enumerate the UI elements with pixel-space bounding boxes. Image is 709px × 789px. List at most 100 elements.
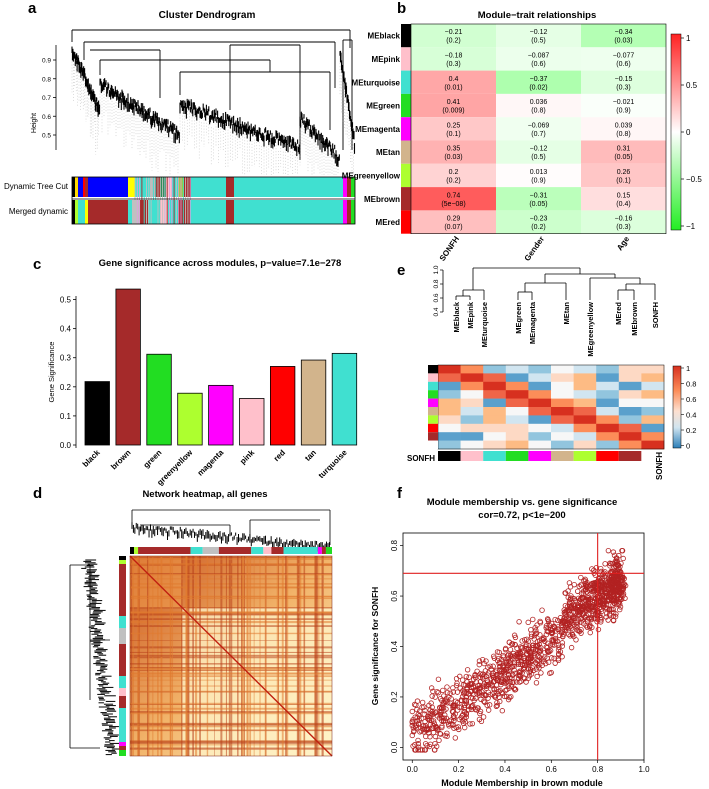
panel-label-e: e — [397, 262, 406, 279]
eigengene-dendro-y-ticks: 1.0 0.8 0.6 0.4 — [433, 265, 443, 317]
dendrogram-color-strips — [71, 176, 356, 225]
eigengene-heat-cell — [438, 415, 461, 425]
scatter-point — [552, 660, 558, 666]
scatter-point — [415, 744, 422, 750]
module-trait-cell-pvalue: (0.9) — [531, 177, 545, 184]
scatter-point — [530, 616, 536, 623]
scatter-point — [499, 708, 506, 714]
scatter-point — [480, 714, 487, 720]
scatter-point — [435, 689, 442, 696]
eigengene-heat-cell — [505, 381, 529, 391]
module-trait-row-swatch — [401, 24, 411, 48]
merged-dynamic-segment — [234, 200, 343, 224]
panel-e-eigengene: 1.0 0.8 0.6 0.4 MEblack MEpink MEturquoise MEg… — [407, 265, 696, 480]
network-heat-stripe-h — [130, 625, 332, 627]
scatter-y-tick-label: 0.0 — [390, 741, 399, 753]
scatter-point — [555, 647, 562, 653]
scatter-x-tick-label: 0.8 — [592, 765, 604, 774]
network-top-strip — [321, 547, 326, 554]
network-heat-stripe-h — [130, 722, 332, 724]
scatter-point — [412, 747, 419, 753]
eigengene-heat-cell — [618, 398, 642, 408]
eigengene-heat-cell — [573, 365, 597, 374]
scatter-point — [562, 608, 569, 615]
scatter-point — [454, 689, 461, 695]
network-heat-stripe-h — [130, 679, 332, 681]
network-heat-stripe-h — [130, 690, 332, 693]
network-left-strip — [119, 560, 126, 564]
scatter-point — [434, 713, 441, 719]
dynamic-tree-cut-segment — [234, 177, 343, 197]
scatter-point — [450, 685, 456, 691]
module-trait-row-swatch — [401, 93, 411, 118]
scatter-point — [528, 649, 535, 656]
scatter-point — [610, 606, 616, 613]
eigengene-heat-cell — [438, 365, 461, 374]
scatter-point — [512, 634, 519, 641]
module-trait-colorbar-label: 0.5 — [686, 81, 698, 90]
scatter-point — [421, 726, 427, 733]
scatter-point — [506, 668, 512, 675]
scatter-point — [468, 706, 475, 713]
panel-a-dendrogram: Cluster Dendrogram Height 0.90.80.70.60.… — [4, 10, 356, 225]
scatter-point — [476, 658, 483, 664]
eigengene-heat-cell — [438, 398, 461, 408]
eigengene-heat-cell — [573, 390, 597, 399]
scatter-point — [555, 642, 562, 648]
module-trait-cell — [581, 70, 666, 94]
network-heat-stripe-v — [286, 556, 289, 756]
scatter-point — [558, 622, 565, 628]
network-heat-frame — [129, 555, 333, 757]
eigengene-heat-cell — [573, 415, 597, 425]
scatter-point — [462, 716, 468, 722]
scatter-point — [578, 574, 584, 581]
scatter-points — [409, 547, 629, 753]
eigengene-heat-cell — [483, 432, 507, 441]
scatter-title: Module membership vs. gene significance — [427, 497, 618, 508]
eigengene-bottom-swatch — [573, 451, 597, 461]
scatter-point — [616, 590, 622, 596]
module-trait-cell-pvalue: (0.7) — [531, 131, 545, 138]
scatter-point — [556, 644, 562, 650]
scatter-point — [422, 707, 428, 714]
eigengene-heat-cell — [505, 398, 529, 408]
module-trait-colorbar — [670, 33, 682, 231]
scatter-point — [610, 549, 617, 555]
scatter-point — [537, 661, 543, 667]
scatter-point — [594, 606, 600, 613]
scatter-point — [427, 707, 433, 713]
module-trait-cell-cor: −0.21 — [445, 29, 463, 36]
network-left-strip — [119, 628, 126, 644]
scatter-point — [604, 610, 610, 617]
network-heat-stripe-v — [315, 556, 318, 756]
network-heat-stripe-h — [130, 558, 332, 560]
scatter-point — [471, 691, 477, 697]
network-heat-stripe-v — [264, 556, 267, 756]
network-heat-stripe-v — [249, 556, 252, 756]
eigengene-heat-cell — [505, 415, 529, 425]
network-heat-stripe-h — [130, 669, 332, 671]
scatter-point — [442, 718, 448, 724]
dendrogram-y-tick-label: 0.9 — [42, 58, 51, 65]
eigengene-colorbar-label: 0.6 — [686, 395, 696, 404]
module-trait-cell-cor: −0.23 — [530, 216, 548, 223]
bar-chart-y-tick-label: 0.3 — [60, 354, 72, 363]
module-trait-title: Module−trait relationships — [478, 10, 597, 21]
scatter-point — [595, 576, 602, 582]
scatter-point — [479, 689, 485, 695]
scatter-reference-lines — [403, 533, 644, 760]
panel-label-c: c — [33, 256, 42, 273]
network-heat-stripe-h — [130, 744, 332, 746]
scatter-point — [612, 613, 619, 620]
bar-chart-x-label: pink — [238, 448, 256, 466]
eigengene-heat-cell — [618, 390, 642, 399]
eigengene-heat-cell — [573, 398, 597, 408]
scatter-point — [528, 627, 534, 633]
merged-dynamic-segment — [78, 200, 85, 224]
eigengene-heat-cell — [483, 373, 507, 383]
scatter-point — [521, 637, 528, 643]
eigengene-heat-cell — [573, 407, 597, 416]
network-heat-stripe-h — [130, 578, 332, 580]
scatter-point — [457, 673, 463, 680]
network-left-strip — [119, 688, 126, 696]
